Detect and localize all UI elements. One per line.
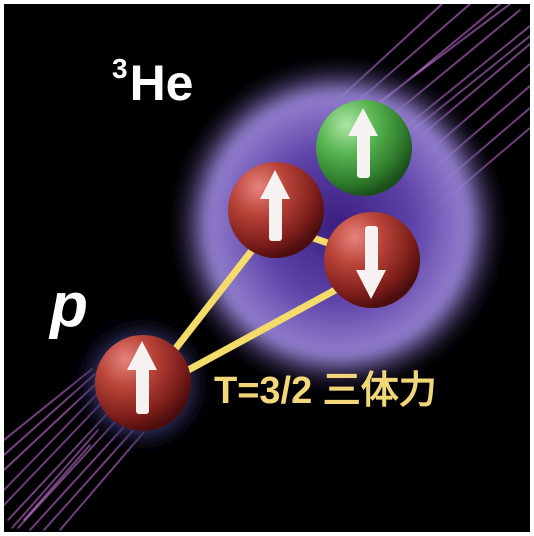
helium3-neutron [316, 100, 412, 196]
proton [95, 335, 191, 431]
helium3-nucleus-glow [170, 57, 506, 393]
spin-up-arrow-icon [348, 108, 378, 178]
spin-down-arrow-icon [356, 226, 386, 299]
spin-up-arrow-icon [127, 341, 157, 414]
helium3-proton-1 [228, 162, 324, 258]
helium3-proton-2 [324, 212, 420, 308]
helium3-mass-number: 3 [112, 53, 128, 84]
force-label: T=3/2 三体力 [214, 370, 437, 412]
force-line-proton-to-top [158, 236, 264, 370]
helium3-element-symbol: He [130, 55, 194, 111]
proton-label: p [48, 271, 88, 340]
helium3-label: 3He [112, 53, 194, 111]
spin-up-arrow-icon [260, 170, 290, 241]
force-line-proton-to-bottom [166, 278, 354, 384]
